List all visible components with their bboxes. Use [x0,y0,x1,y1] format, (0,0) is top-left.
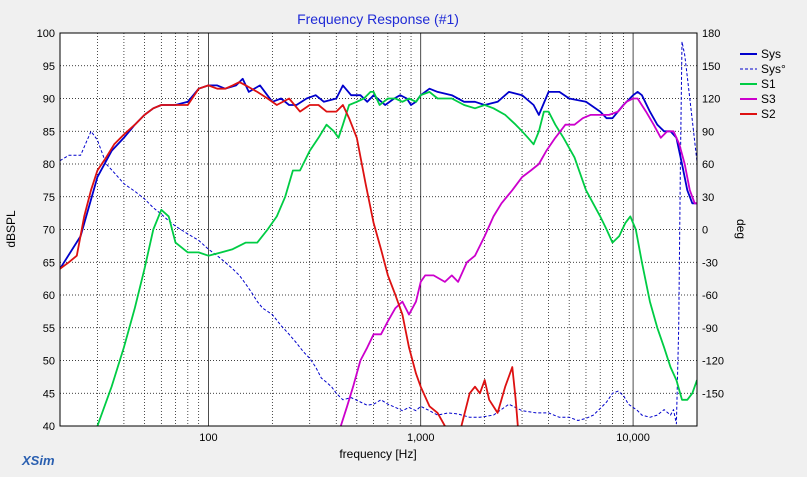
series-line-s2 [60,81,519,426]
y2-tick-label: -120 [702,356,724,368]
y-tick-label: 90 [43,94,55,106]
y-axis-label: dBSPL [4,210,18,248]
chart-title: Frequency Response (#1) [297,11,459,27]
series-line-s3 [339,97,697,426]
y-tick-label: 85 [43,126,55,138]
x-tick-label: 10,000 [616,432,650,444]
y2-tick-label: -30 [702,257,718,269]
legend-label: S3 [761,92,776,106]
y-tick-label: 65 [43,257,55,269]
series-lines [60,41,697,426]
grid [60,33,697,426]
y-tick-label: 55 [43,323,55,335]
y-tick-label: 100 [37,28,55,40]
x-tick-label: 100 [199,432,217,444]
y2-tick-label: -90 [702,323,718,335]
x-tick-label: 1,000 [407,432,435,444]
y-tick-label: 60 [43,290,55,302]
legend-label: Sys° [761,62,786,76]
y2-tick-label: 120 [702,94,720,106]
y2-tick-label: 180 [702,28,720,40]
y-tick-label: 80 [43,159,55,171]
xsim-brand: XSim [21,453,55,468]
y-tick-label: 70 [43,225,55,237]
legend-label: Sys [761,47,781,61]
y-tick-label: 75 [43,192,55,204]
y2-tick-label: 60 [702,159,714,171]
legend-label: S1 [761,77,776,91]
axis-ticks: 40 45 50 55 60 65 70 75 80 85 90 95 100 -150 -120 -90 -6… [37,28,724,444]
y-tick-label: 95 [43,61,55,73]
y-tick-label: 50 [43,356,55,368]
y2-tick-label: 0 [702,225,708,237]
y2-tick-label: -60 [702,290,718,302]
y2-tick-label: 150 [702,61,720,73]
series-line-s1 [96,91,697,426]
y2-axis-label: deg [734,219,748,239]
legend-label: S2 [761,107,776,121]
plot-frame [59,32,698,427]
y2-tick-label: 90 [702,126,714,138]
x-axis-label: frequency [Hz] [339,447,416,461]
series-line-sys-phase [60,41,697,425]
y-tick-label: 40 [43,421,55,433]
y2-tick-label: 30 [702,192,714,204]
y2-tick-label: -150 [702,388,724,400]
y-tick-label: 45 [43,388,55,400]
